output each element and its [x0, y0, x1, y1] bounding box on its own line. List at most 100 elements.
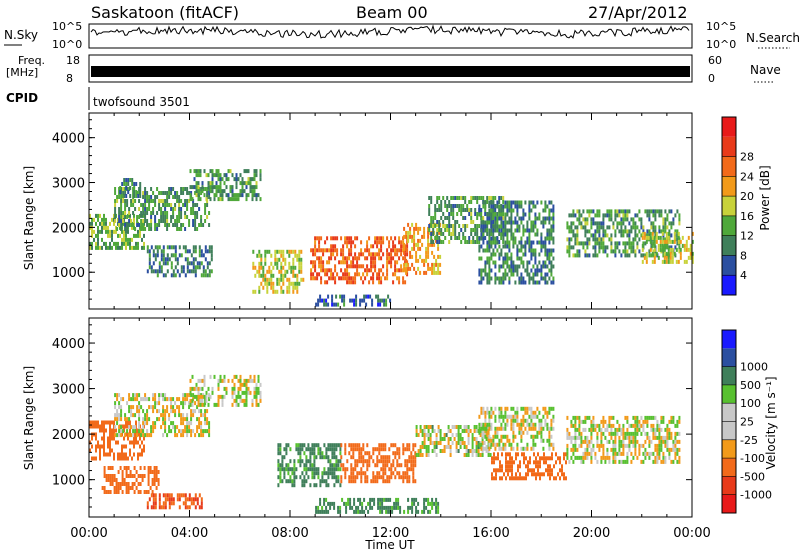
data-cell-11 — [653, 259, 656, 264]
data-cell-1 — [184, 401, 187, 406]
data-cell-1 — [166, 199, 169, 203]
data-cell-10 — [660, 459, 663, 464]
data-cell-5 — [277, 467, 280, 472]
data-cell-1 — [152, 211, 155, 215]
data-cell-1 — [204, 409, 207, 414]
data-cell-8 — [523, 460, 525, 465]
data-cell-9 — [528, 406, 531, 411]
data-cell-10 — [660, 415, 663, 420]
data-cell-4 — [219, 189, 222, 194]
data-cell-1 — [146, 207, 149, 211]
data-cell-0 — [113, 241, 115, 246]
data-cell-0 — [137, 245, 139, 250]
data-cell-0 — [99, 452, 101, 457]
data-cell-7 — [465, 445, 468, 449]
data-cell-3 — [174, 245, 177, 250]
data-cell-4 — [259, 394, 262, 399]
data-cell-3 — [196, 261, 199, 266]
data-cell-4 — [219, 177, 222, 182]
data-cell-7 — [471, 445, 474, 449]
data-cell-0 — [105, 225, 107, 230]
data-cell-11 — [641, 259, 644, 264]
data-cell-6 — [354, 479, 357, 484]
data-cell-3 — [202, 269, 205, 274]
data-cell-8 — [444, 204, 447, 208]
data-cell-5 — [285, 447, 288, 452]
data-cell-9 — [544, 280, 547, 285]
data-cell-5 — [339, 483, 342, 488]
data-cell-6 — [374, 256, 377, 261]
data-cell-0 — [91, 436, 93, 441]
data-cell-10 — [566, 451, 569, 456]
data-cell-0 — [129, 448, 131, 453]
data-cell-11 — [315, 505, 318, 510]
data-cell-5 — [284, 261, 287, 266]
data-cell-10 — [598, 237, 601, 242]
data-cell-5 — [274, 261, 277, 266]
data-cell-1 — [182, 223, 185, 227]
data-cell-7 — [475, 429, 478, 433]
power-colorbar-tick-label: 16 — [740, 210, 754, 223]
data-cell-10 — [640, 217, 643, 222]
freq-band — [91, 66, 690, 77]
data-cell-11 — [687, 235, 690, 240]
data-cell-1 — [128, 223, 131, 227]
data-cell-4 — [195, 394, 198, 399]
data-cell-6 — [366, 475, 369, 480]
data-cell-1 — [118, 187, 121, 191]
data-cell-11 — [347, 497, 350, 502]
data-cell-2 — [109, 478, 112, 482]
data-cell-6 — [342, 256, 345, 261]
data-cell-4 — [215, 173, 218, 178]
data-cell-8 — [509, 468, 511, 473]
data-cell-8 — [464, 240, 467, 244]
data-cell-10 — [670, 221, 673, 226]
data-cell-1 — [138, 199, 141, 203]
data-cell-2 — [131, 486, 134, 490]
data-cell-8 — [460, 228, 463, 232]
data-cell-8 — [436, 240, 439, 244]
data-cell-6 — [356, 471, 359, 476]
data-cell-9 — [532, 422, 535, 427]
data-cell-0 — [113, 436, 115, 441]
data-cell-10 — [598, 245, 601, 250]
data-cell-5 — [279, 443, 282, 448]
data-cell-1 — [204, 203, 207, 207]
data-cell-7 — [415, 453, 418, 457]
data-cell-7 — [437, 242, 440, 247]
data-cell-11 — [395, 501, 398, 506]
data-cell-8 — [486, 200, 489, 204]
data-cell-1 — [148, 417, 151, 422]
data-cell-0 — [133, 440, 135, 445]
data-cell-1 — [148, 433, 151, 438]
data-cell-8 — [468, 200, 471, 204]
data-cell-10 — [650, 209, 653, 214]
data-cell-8 — [430, 216, 433, 220]
data-cell-9 — [532, 248, 535, 253]
data-cell-10 — [656, 435, 659, 440]
data-cell-7 — [423, 226, 426, 231]
data-cell-4 — [201, 181, 204, 186]
data-cell-0 — [93, 456, 95, 461]
data-cell-6 — [404, 256, 407, 261]
data-cell-9 — [500, 434, 503, 439]
data-cell-1 — [190, 421, 193, 426]
data-cell-3 — [158, 269, 161, 274]
data-cell-1 — [144, 397, 147, 402]
data-cell-6 — [350, 463, 353, 468]
data-cell-7 — [433, 266, 436, 271]
data-cell-10 — [596, 459, 599, 464]
data-cell-9 — [550, 248, 553, 253]
data-cell-6 — [310, 272, 313, 277]
data-cell-8 — [533, 472, 535, 477]
data-cell-10 — [586, 245, 589, 250]
data-cell-10 — [618, 447, 621, 452]
data-cell-4 — [197, 378, 200, 383]
data-cell-10 — [622, 213, 625, 218]
data-cell-6 — [316, 276, 319, 281]
data-cell-10 — [604, 455, 607, 460]
data-cell-9 — [510, 260, 513, 265]
data-cell-4 — [211, 173, 214, 178]
data-cell-8 — [478, 240, 481, 244]
data-cell-4 — [233, 382, 236, 387]
